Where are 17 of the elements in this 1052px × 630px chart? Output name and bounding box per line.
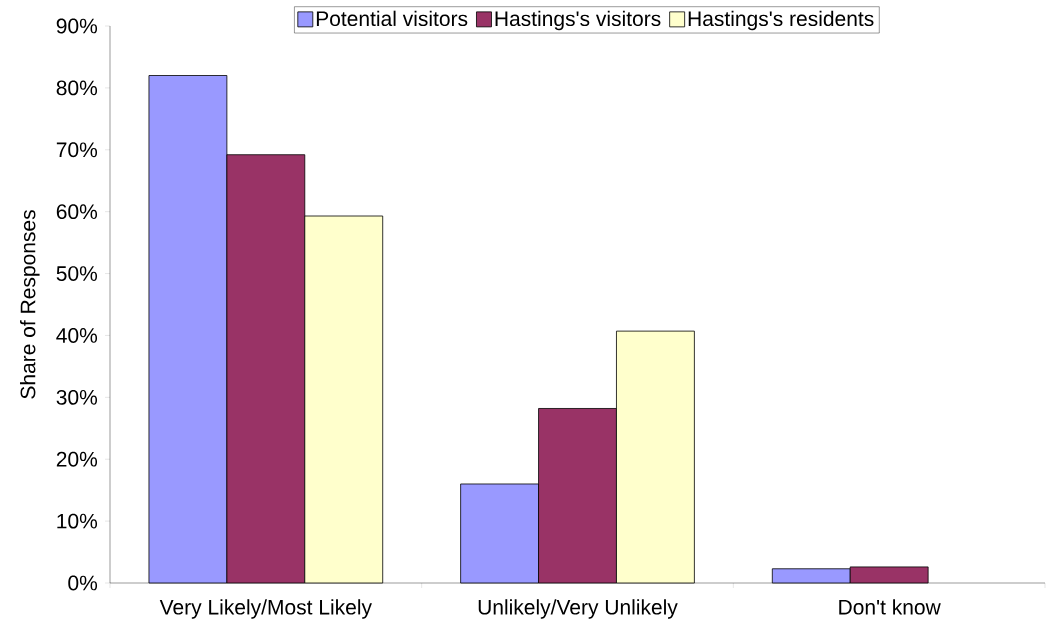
legend-label: Hastings's visitors <box>495 10 661 31</box>
y-axis-title: Share of Responses <box>20 210 40 399</box>
y-tick-label: 10% <box>57 513 98 529</box>
x-tick-label: Unlikely/Very Unlikely <box>478 599 678 619</box>
y-tick-label: 60% <box>56 204 98 220</box>
y-tick-label: 90% <box>56 18 98 34</box>
y-tick-label: 70% <box>56 142 98 158</box>
legend-label: Potential visitors <box>316 10 468 27</box>
x-tick-label: Very Likely/Most Likely <box>159 599 372 619</box>
y-tick-label: 20% <box>56 451 98 467</box>
y-tick-label: 50% <box>56 266 98 281</box>
x-tick-label: Don't know <box>839 599 941 615</box>
y-tick-label: 80% <box>56 80 98 96</box>
legend-label: Hastings's residents <box>688 10 874 31</box>
y-tick-label: 30% <box>56 389 98 405</box>
y-tick-label: 40% <box>56 328 98 343</box>
y-tick-label: 0% <box>68 575 98 591</box>
